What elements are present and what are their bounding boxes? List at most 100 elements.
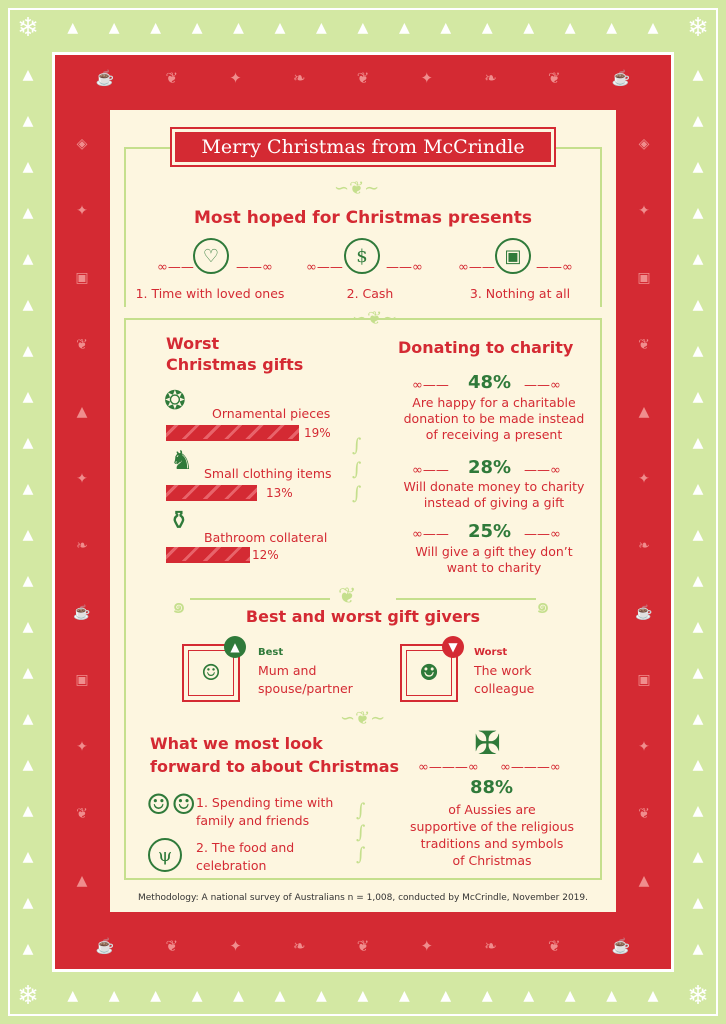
tree-icon: ▲ [692,251,704,267]
frame-line [124,147,170,149]
charity-text-3: Will give a gift they don’t want to char… [384,544,604,576]
star-icon: ✦ [638,470,650,487]
tree-icon: ▲ [108,20,120,36]
worst-gift-pct-3: 12% [252,548,279,562]
tree-icon: ▲ [647,20,659,36]
soap-bottle-icon: ⚱ [168,506,190,536]
tree-icon: ▲ [22,619,34,635]
worst-tag: Worst [474,647,508,658]
best-giver-text: Mum and spouse/partner [258,662,353,698]
swirl-left-icon: ∞—— [306,260,343,275]
frame-line [124,318,126,878]
divider-line [190,598,330,600]
religion-text-line3: traditions and symbols [420,836,564,851]
tree-icon: ▲ [692,297,704,313]
look-forward-heading-line1: What we most look [150,734,323,753]
teapot-icon: ☕ [95,69,115,87]
tree-icon: ▲ [150,20,162,36]
gift-icon: ▣ [495,238,531,274]
tree-icon: ▲ [274,20,286,36]
religion-text-line4: of Christmas [452,853,532,868]
tree-icon: ▲ [233,20,244,36]
snowflake-icon: ❄ [687,981,709,1011]
swirl-icon: ❦ [638,805,650,822]
charity-text-3-line2: want to charity [446,560,542,575]
swirl-left-icon: ∞———∞ [418,760,479,775]
tree-icon: ▲ [692,619,704,635]
tree-col-right: ▲ ▲ ▲ ▲ ▲ ▲ ▲ ▲ ▲ ▲ ▲ ▲ ▲ ▲ ▲ ▲ ▲ ▲ ▲ ▲ [678,52,718,972]
charity-pct-2: 28% [468,457,512,478]
tree-icon: ▲ [440,988,452,1004]
charity-text-1: Are happy for a charitable donation to b… [384,395,604,443]
tree-icon: ▲ [67,988,79,1004]
swirl-icon: ❦ [356,69,370,87]
frame-line [124,878,602,880]
tree-icon: ▲ [564,20,576,36]
tree-icon: ▲ [22,159,34,175]
swirl-left-icon: ∞—— [412,527,449,542]
swirl-icon: ❦ [638,336,650,353]
tree-icon: ▲ [22,205,34,221]
swirl-right-icon: ∞———∞ [500,760,561,775]
tree-icon: ▲ [638,872,650,889]
look-forward-heading: What we most look forward to about Chris… [150,732,399,778]
tree-icon: ▲ [76,403,88,420]
tree-icon: ▲ [22,803,34,819]
best-giver-line1: Mum and [258,663,317,678]
frame-line [124,147,126,307]
star-icon: ✦ [420,937,434,955]
tree-icon: ▲ [398,20,410,36]
tree-row-bottom: ▲ ▲ ▲ ▲ ▲ ▲ ▲ ▲ ▲ ▲ ▲ ▲ ▲ ▲ ▲ [52,976,674,1016]
swirl-right-icon: ——∞ [524,463,561,478]
worst-gift-bar-2 [166,485,257,501]
gift-icon: ▣ [637,671,651,688]
charity-text-1-line1: Are happy for a charitable [412,395,576,410]
worst-gift-label-1: Ornamental pieces [212,406,331,421]
present-label-1: 1. Time with loved ones [135,286,285,301]
vertical-swirl-icon: ∫ ∫ ∫ [352,435,362,504]
tree-icon: ▲ [22,665,34,681]
tree-icon: ▲ [692,573,704,589]
leaf-icon: ❧ [292,937,306,955]
tree-icon: ▲ [638,403,650,420]
tree-icon: ▲ [150,988,162,1004]
red-deco-bottom: ☕ ❦ ✦ ❧ ❦ ✦ ❧ ❦ ☕ [70,926,656,966]
presents-heading: Most hoped for Christmas presents [193,208,533,228]
swirl-icon: ❦ [356,937,370,955]
look-forward-heading-line2: forward to about Christmas [150,757,400,776]
frame-line [600,147,602,307]
star-icon: ✦ [229,69,242,87]
worst-giver-line1: The work [474,663,532,678]
curl-right-icon: ๑ [536,594,550,619]
teapot-icon: ☕ [95,937,115,955]
worst-gifts-heading: Worst Christmas gifts [166,333,303,375]
swirl-ornament-icon: ∽❦∼ [352,308,398,329]
tree-icon: ▲ [22,389,34,405]
colleagues-icon: ☻ [406,650,452,696]
tree-icon: ▲ [523,20,535,36]
star-icon: ✦ [229,937,242,955]
gift-icon: ▣ [75,671,89,688]
charity-text-2: Will donate money to charity instead of … [384,479,604,511]
tree-icon: ▲ [22,297,34,313]
worst-giver-line2: colleague [474,681,535,696]
tree-icon: ▲ [22,113,34,129]
worst-gift-label-3: Bathroom collateral [204,530,328,545]
tree-icon: ▲ [22,481,34,497]
best-giver-frame: ☺ [182,644,240,702]
leaf-icon: ❧ [76,537,88,554]
look-forward-item-2-line1: 2. The food and [196,840,295,855]
tree-icon: ▲ [692,895,704,911]
swirl-icon: ❦ [76,336,88,353]
page-title: Merry Christmas from McCrindle [175,132,551,162]
teapot-icon: ☕ [611,937,631,955]
tree-icon: ▲ [692,67,704,83]
charity-heading: Donating to charity [398,338,574,357]
gift-icon: ▣ [75,269,89,286]
look-forward-item-1-line1: 1. Spending time with [196,795,334,810]
charity-text-1-line2: donation to be made instead [403,411,585,426]
tree-icon: ▲ [274,988,286,1004]
tree-icon: ▲ [523,988,535,1004]
tree-icon: ▲ [22,757,34,773]
worst-giver-frame: ☻ [400,644,458,702]
